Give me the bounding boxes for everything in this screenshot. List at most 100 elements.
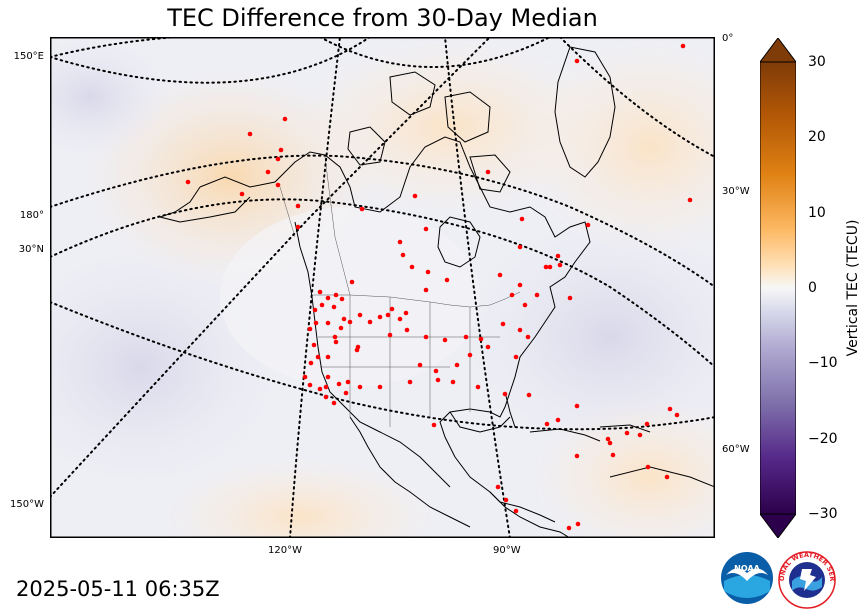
timestamp: 2025-05-11 06:35Z	[16, 577, 220, 601]
station-dot	[423, 287, 429, 293]
station-dot	[343, 390, 349, 396]
noaa-logo: NOAA	[721, 552, 773, 604]
station-dot	[478, 336, 484, 342]
station-dot	[278, 147, 284, 153]
borders	[279, 156, 521, 427]
station-dot	[323, 394, 329, 400]
station-dot	[409, 264, 415, 270]
station-dot	[585, 222, 591, 228]
station-dot	[467, 352, 473, 358]
edge-label-left: 150°E	[13, 51, 44, 62]
edge-label-right: 60°W	[722, 444, 750, 455]
station-dot	[500, 321, 506, 327]
station-dot	[247, 131, 253, 137]
station-dot	[687, 197, 693, 203]
station-dot	[336, 381, 342, 387]
colorbar-tick-label: −30	[808, 506, 838, 522]
station-dot	[637, 432, 643, 438]
station-dot	[308, 360, 314, 366]
colorbar-tick-label: 0	[808, 280, 817, 296]
colorbar-tick-label: −10	[808, 355, 838, 371]
station-dot	[574, 453, 580, 459]
station-dot	[450, 379, 456, 385]
edge-label-bottom: 120°W	[268, 545, 302, 556]
station-dot	[463, 334, 469, 340]
station-dot	[547, 264, 553, 270]
colorbar-top-extend	[760, 38, 796, 63]
station-dot	[307, 326, 313, 332]
station-dot	[317, 386, 323, 392]
station-dot	[566, 525, 572, 531]
station-dot	[397, 239, 403, 245]
colorbar-tick-label: 30	[808, 54, 826, 70]
station-dot	[347, 319, 353, 325]
station-dot	[431, 422, 437, 428]
station-dot	[435, 377, 441, 383]
station-dot	[423, 226, 429, 232]
station-dot	[357, 384, 363, 390]
colorbar-tick-label: 10	[808, 205, 826, 221]
tec-field	[50, 37, 715, 538]
station-dot	[574, 403, 580, 409]
station-dot	[338, 325, 344, 331]
station-dot	[404, 327, 410, 333]
station-dot	[389, 306, 395, 312]
station-dot	[680, 43, 686, 49]
edge-label-left: 150°W	[10, 499, 44, 510]
station-dot	[544, 421, 550, 427]
station-dot	[387, 332, 393, 338]
station-dot	[407, 379, 413, 385]
station-dot	[313, 320, 319, 326]
station-dot	[567, 295, 573, 301]
station-dot	[485, 344, 491, 350]
station-dot	[519, 216, 525, 222]
station-dot	[307, 382, 313, 388]
station-dot	[607, 440, 613, 446]
station-dot	[503, 497, 509, 503]
colorbar	[760, 38, 796, 538]
station-dot	[397, 316, 403, 322]
station-markers	[185, 43, 693, 531]
station-dot	[265, 169, 271, 175]
station-dot	[557, 262, 563, 268]
station-dot	[339, 296, 345, 302]
station-dot	[349, 279, 355, 285]
station-dot	[674, 412, 680, 418]
station-dot	[333, 339, 339, 345]
station-dot	[357, 312, 363, 318]
station-dot	[325, 374, 331, 380]
station-dot	[312, 307, 318, 313]
station-dot	[475, 384, 481, 390]
station-dot	[522, 302, 528, 308]
station-dot	[425, 269, 431, 275]
edge-label-right: 30°W	[722, 186, 750, 197]
station-dot	[377, 384, 383, 390]
station-dot	[332, 334, 338, 340]
station-dot	[239, 191, 245, 197]
station-dot	[495, 484, 501, 490]
station-dot	[543, 264, 549, 270]
station-dot	[323, 384, 329, 390]
colorbar-tick-label: −20	[808, 431, 838, 447]
station-dot	[667, 406, 673, 412]
nws-logo: NATIONAL WEATHER SERVICE	[778, 551, 836, 609]
station-dot	[555, 417, 561, 423]
station-dot	[282, 116, 288, 122]
station-dot	[403, 310, 409, 316]
station-dot	[423, 334, 429, 340]
colorbar-tick-label: 20	[808, 129, 826, 145]
station-dot	[311, 342, 317, 348]
station-dot	[185, 179, 191, 185]
station-dot	[502, 391, 508, 397]
station-dot	[433, 368, 439, 374]
station-dot	[333, 292, 339, 298]
station-dot	[444, 277, 450, 283]
station-dot	[302, 374, 308, 380]
graticule	[50, 37, 715, 538]
station-dot	[485, 169, 491, 175]
station-dot	[275, 182, 281, 188]
station-dot	[367, 319, 373, 325]
station-dot	[555, 253, 561, 259]
station-dot	[624, 430, 630, 436]
station-dot	[664, 474, 670, 480]
